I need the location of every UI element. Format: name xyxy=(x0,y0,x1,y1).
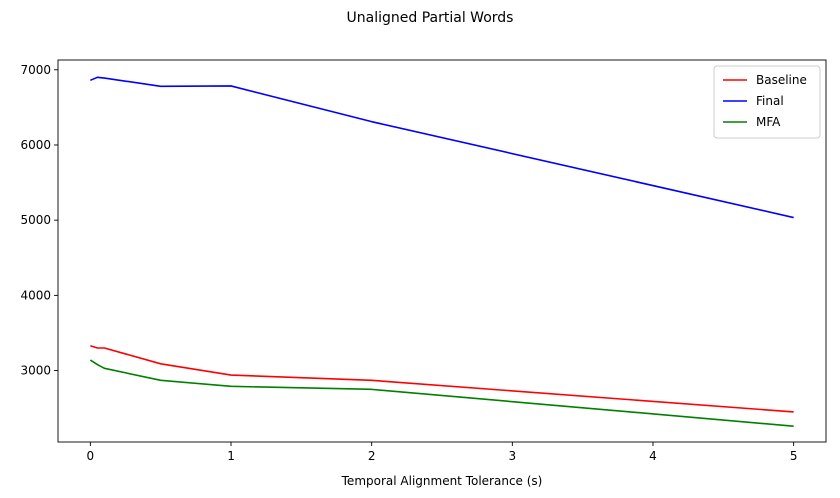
legend-label-baseline: Baseline xyxy=(756,73,807,87)
y-tick-label: 6000 xyxy=(20,138,51,152)
series-line-final xyxy=(90,76,794,219)
series-line-baseline xyxy=(90,344,794,413)
y-tick-label: 5000 xyxy=(20,213,51,227)
y-tick-label: 4000 xyxy=(20,288,51,302)
y-tick-label: 3000 xyxy=(20,364,51,378)
series-layer xyxy=(89,76,794,428)
x-tick-label: 0 xyxy=(87,449,95,463)
x-tick-label: 4 xyxy=(649,449,657,463)
x-axis-label: Temporal Alignment Tolerance (s) xyxy=(341,474,543,488)
x-tick-label: 3 xyxy=(509,449,517,463)
chart-title: Unaligned Partial Words xyxy=(347,10,514,26)
legend-box xyxy=(713,65,821,139)
x-tick-label: 1 xyxy=(227,449,235,463)
legend: Baseline Final MFA xyxy=(713,65,821,139)
legend-label-final: Final xyxy=(756,94,784,108)
plot-frame xyxy=(57,59,827,443)
y-tick-label: 7000 xyxy=(20,63,51,77)
axes: 0 1 2 3 4 5 3000 4000 5000 6000 7000 xyxy=(20,59,827,463)
plot-background xyxy=(58,60,826,442)
plot-area xyxy=(58,60,826,442)
x-tick-label: 5 xyxy=(790,449,798,463)
x-tick-label: 2 xyxy=(368,449,376,463)
series-line-mfa xyxy=(89,359,794,428)
legend-label-mfa: MFA xyxy=(756,115,781,129)
